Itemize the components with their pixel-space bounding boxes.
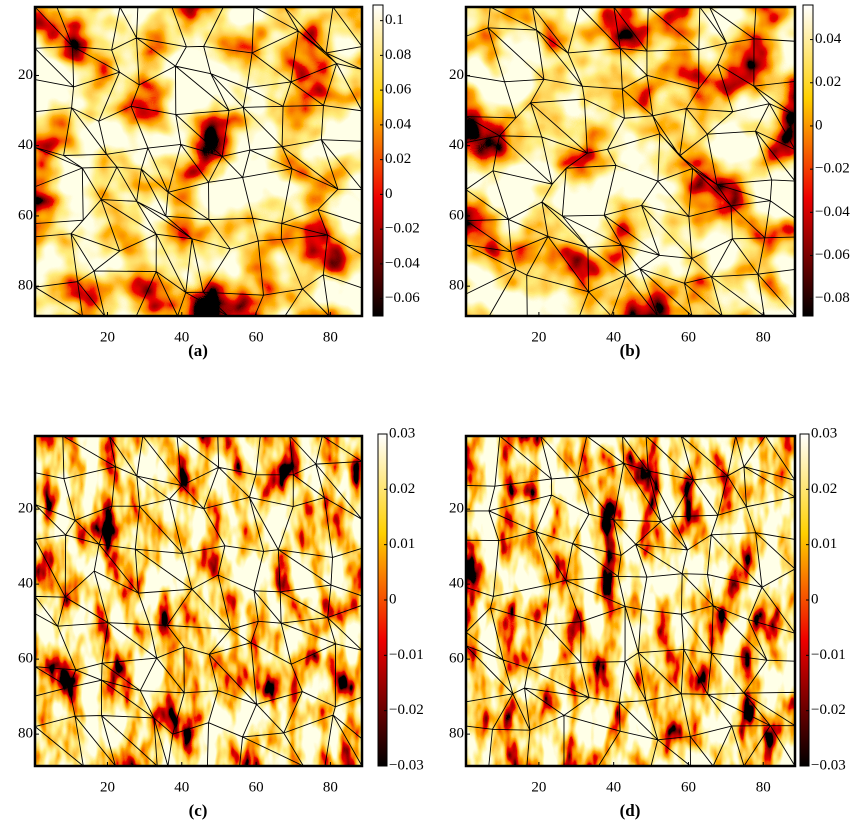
colorbar-tick-label: −0.01 <box>389 647 424 663</box>
colorbar-tick-label: −0.01 <box>811 647 846 663</box>
colorbar-tick-label: 0.06 <box>385 82 412 98</box>
colorbar-tick-label: −0.02 <box>811 702 846 718</box>
panel: 20 40 60 80 20 40 60 80 −0.03 −0.02 −0.01 0 0.01 0.02… <box>449 425 846 819</box>
y-tick-label: 80 <box>18 726 33 742</box>
x-tick-label: 40 <box>174 779 189 795</box>
colorbar-tick-label: −0.06 <box>385 290 420 306</box>
colorbar-tick-label: 0.03 <box>389 425 415 441</box>
colorbar-tick-label: 0.04 <box>815 31 842 47</box>
y-tick-label: 20 <box>449 67 464 83</box>
y-tick-label: 20 <box>18 501 33 517</box>
colorbar-tick-label: −0.02 <box>389 702 424 718</box>
heatmap-image <box>35 7 362 316</box>
panel: 20 40 60 80 20 40 60 80 −0.08 −0.06 −0.04 −0.02 0 0.0… <box>449 4 850 360</box>
colorbar <box>372 4 384 317</box>
colorbar-tick-label: 0 <box>385 186 393 202</box>
colorbar-tick-label: −0.04 <box>385 255 420 271</box>
grain-boundaries <box>465 435 796 767</box>
x-tick-label: 60 <box>681 329 696 345</box>
x-tick-label: 60 <box>249 779 264 795</box>
x-tick-label: 80 <box>323 779 338 795</box>
heatmap-image <box>466 436 795 766</box>
plot-frame <box>464 434 797 768</box>
y-tick-label: 60 <box>449 207 464 223</box>
colorbar-tick-label: 0.01 <box>811 536 837 552</box>
y-tick-label: 80 <box>449 726 464 742</box>
y-tick-label: 60 <box>18 207 33 223</box>
panel-label: (d) <box>620 801 641 820</box>
x-tick-label: 60 <box>681 779 696 795</box>
y-tick-label: 20 <box>18 67 33 83</box>
colorbar-tick-label: −0.06 <box>815 247 850 263</box>
plot-frame <box>33 434 364 768</box>
x-tick-label: 20 <box>531 779 546 795</box>
grain-boundaries <box>34 6 363 317</box>
colorbar-tick-label: 0.02 <box>389 481 415 497</box>
x-tick-label: 20 <box>100 329 115 345</box>
colorbar-tick-label: 0.04 <box>385 116 412 132</box>
colorbar-tick-label: −0.02 <box>815 161 850 177</box>
colorbar-tick-label: 0 <box>389 591 397 607</box>
y-tick-label: 40 <box>18 137 33 153</box>
x-tick-label: 40 <box>606 779 621 795</box>
colorbar-tick-label: 0.02 <box>385 151 411 167</box>
colorbar-tick-label: −0.04 <box>815 204 850 220</box>
x-tick-label: 80 <box>756 779 771 795</box>
panel-label: (b) <box>620 341 641 360</box>
colorbar-tick-label: 0.03 <box>811 425 837 441</box>
x-tick-label: 60 <box>249 329 264 345</box>
colorbar-tick-label: −0.08 <box>815 290 850 306</box>
x-tick-label: 20 <box>100 779 115 795</box>
y-tick-label: 60 <box>449 651 464 667</box>
panel-label: (a) <box>188 341 208 360</box>
x-tick-label: 20 <box>531 329 546 345</box>
y-tick-label: 20 <box>449 501 464 517</box>
y-tick-label: 40 <box>18 576 33 592</box>
panel-label: (c) <box>189 801 208 820</box>
plot-frame <box>33 5 364 318</box>
panel: 20 40 60 80 20 40 60 80 −0.03 −0.02 −0.01 0 0.01 0.02… <box>18 425 424 819</box>
grain-boundaries <box>465 6 796 317</box>
x-tick-label: 80 <box>323 329 338 345</box>
colorbar-tick-label: 0.08 <box>385 47 411 63</box>
y-tick-label: 80 <box>18 278 33 294</box>
colorbar-tick-label: −0.03 <box>389 757 424 773</box>
colorbar <box>802 4 814 317</box>
x-tick-label: 40 <box>606 329 621 345</box>
colorbar-tick-label: 0 <box>815 117 823 133</box>
grain-boundaries <box>34 435 363 767</box>
colorbar-tick-label: 0.01 <box>389 536 415 552</box>
x-tick-label: 80 <box>756 329 771 345</box>
colorbar-tick-label: 0.02 <box>811 481 837 497</box>
y-tick-label: 80 <box>449 278 464 294</box>
y-tick-label: 40 <box>449 576 464 592</box>
x-tick-label: 40 <box>174 329 189 345</box>
colorbar-tick-label: 0 <box>811 591 819 607</box>
y-tick-label: 40 <box>449 137 464 153</box>
y-tick-label: 60 <box>18 651 33 667</box>
colorbar-tick-label: −0.03 <box>811 757 846 773</box>
colorbar-tick-label: 0.02 <box>815 74 841 90</box>
panel: 20 40 60 80 20 40 60 80 −0.06 −0.04 −0.02 0 0.02 0.04… <box>18 4 420 360</box>
colorbar-tick-label: −0.02 <box>385 221 420 237</box>
colorbar-tick-label: 0.1 <box>385 12 404 28</box>
heatmap-image <box>35 436 362 766</box>
plot-frame <box>464 5 797 318</box>
